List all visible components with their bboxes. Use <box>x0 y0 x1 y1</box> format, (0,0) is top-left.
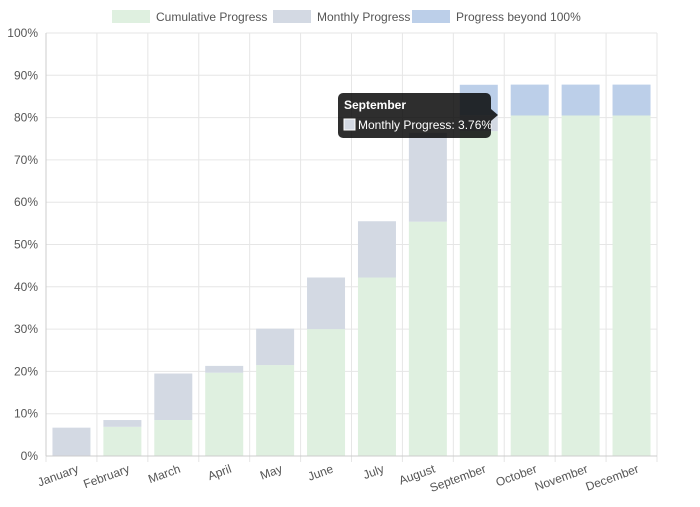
legend-label: Cumulative Progress <box>156 10 267 24</box>
bar-july-series-2[interactable] <box>357 221 396 278</box>
bar-october-series-1[interactable] <box>510 115 549 457</box>
x-tick-label: November <box>533 462 590 494</box>
bar-march-series-2[interactable] <box>154 373 193 421</box>
x-tick-label: February <box>81 462 131 492</box>
legend-label: Progress beyond 100% <box>456 10 581 24</box>
legend-swatch <box>112 10 150 23</box>
x-tick-label: January <box>36 462 81 490</box>
y-tick-label: 50% <box>14 238 38 252</box>
y-tick-label: 100% <box>7 26 38 40</box>
bar-november-series-3[interactable] <box>561 84 600 116</box>
x-tick-label: December <box>584 462 641 494</box>
bar-august-series-1[interactable] <box>408 221 447 456</box>
legend-item-3[interactable]: Progress beyond 100% <box>412 10 581 24</box>
legend-swatch <box>273 10 311 23</box>
x-tick-label: September <box>428 462 488 495</box>
tooltip-box <box>338 93 491 138</box>
tooltip: September Monthly Progress: 3.76% <box>338 93 498 138</box>
bar-june-series-2[interactable] <box>307 277 346 330</box>
legend-label: Monthly Progress <box>317 10 410 24</box>
bar-january-series-2[interactable] <box>52 427 91 456</box>
tooltip-swatch <box>343 118 356 131</box>
y-tick-label: 20% <box>14 364 38 378</box>
tooltip-title: September <box>344 98 406 112</box>
bar-may-series-1[interactable] <box>256 365 295 456</box>
bar-december-series-1[interactable] <box>612 115 651 457</box>
bar-november-series-1[interactable] <box>561 115 600 457</box>
legend: Cumulative Progress Monthly Progress Progr… <box>112 10 581 24</box>
x-tick-label: April <box>206 462 233 483</box>
bar-december-series-3[interactable] <box>612 84 651 116</box>
y-tick-label: 60% <box>14 195 38 209</box>
y-tick-label: 30% <box>14 322 38 336</box>
y-tick-label: 90% <box>14 68 38 82</box>
bar-march-series-1[interactable] <box>154 420 193 456</box>
x-tick-label: March <box>146 462 182 487</box>
bar-september-series-1[interactable] <box>459 131 498 457</box>
x-tick-label: June <box>306 462 336 484</box>
bar-october-series-3[interactable] <box>510 84 549 116</box>
bars <box>52 84 651 457</box>
bar-july-series-1[interactable] <box>357 277 396 456</box>
legend-item-1[interactable]: Cumulative Progress <box>112 10 267 24</box>
x-tick-label: May <box>258 462 284 483</box>
x-tick-label: July <box>361 462 386 482</box>
bar-april-series-2[interactable] <box>205 365 244 373</box>
bar-may-series-2[interactable] <box>256 328 295 366</box>
y-tick-label: 80% <box>14 111 38 125</box>
y-tick-label: 10% <box>14 407 38 421</box>
bar-april-series-1[interactable] <box>205 372 244 456</box>
bar-august-series-2[interactable] <box>408 132 447 222</box>
tooltip-caret <box>491 109 498 121</box>
bar-june-series-1[interactable] <box>307 329 346 456</box>
y-tick-label: 40% <box>14 280 38 294</box>
tooltip-body: Monthly Progress: 3.76% <box>358 118 492 132</box>
y-tick-label: 70% <box>14 153 38 167</box>
legend-swatch <box>412 10 450 23</box>
bar-february-series-1[interactable] <box>103 426 142 456</box>
y-tick-label: 0% <box>21 449 39 463</box>
legend-item-2[interactable]: Monthly Progress <box>273 10 410 24</box>
x-tick-label: October <box>494 462 539 490</box>
bar-february-series-2[interactable] <box>103 420 142 427</box>
